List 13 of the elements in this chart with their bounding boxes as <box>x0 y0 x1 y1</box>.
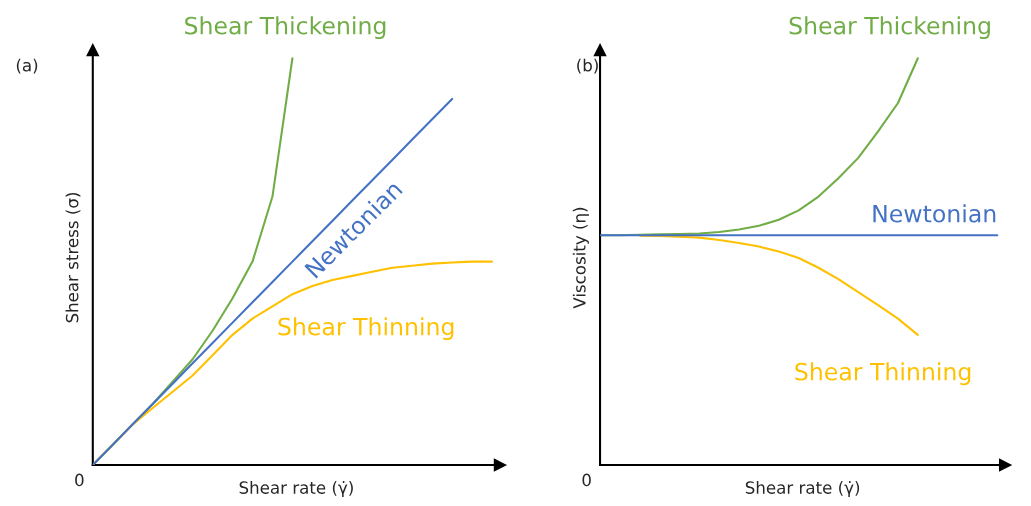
x-axis-title: Shear rate (γ̇) <box>239 480 353 498</box>
series-label: Newtonian <box>873 204 996 223</box>
text: Shear Thinning <box>795 362 971 386</box>
series-label: Shear Thinning <box>278 317 454 341</box>
text: 0 <box>75 473 84 487</box>
x-axis-title: Shear rate (γ̇) <box>745 480 860 498</box>
chart-title: (a) <box>16 58 38 74</box>
series-label: Shear Thickening <box>789 16 990 40</box>
y-axis-title: Viscosity (η) <box>572 207 589 309</box>
chart-title: (b) <box>577 58 598 74</box>
text: 0 <box>582 473 591 487</box>
series-label: Shear Thickening <box>185 16 386 40</box>
y-axis-title: Shear stress (σ) <box>65 193 81 323</box>
